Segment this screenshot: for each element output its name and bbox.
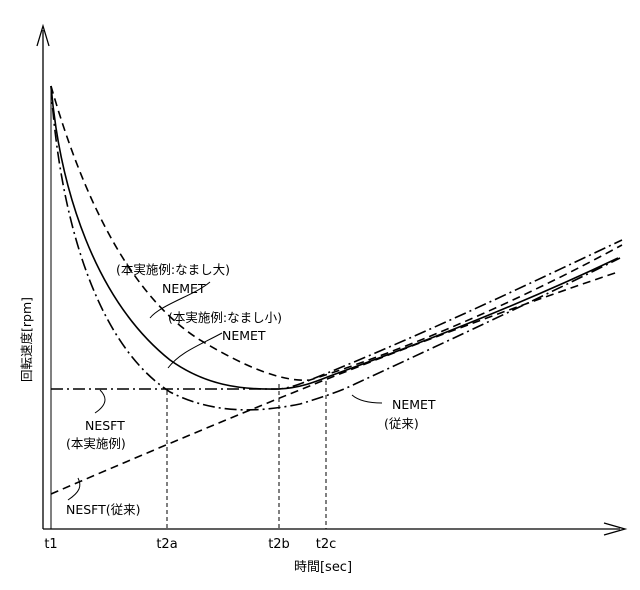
label-nesft-embodiment-line1: NESFT (85, 418, 125, 433)
label-nesft-embodiment-line2: (本実施例) (66, 436, 126, 451)
series-nemet-large (50, 85, 623, 381)
label-large-line1: (本実施例:なまし大) (116, 262, 230, 277)
series-nesft-embodiment (51, 239, 623, 390)
x-tick-label: t2a (156, 537, 177, 552)
marker-lines (50, 86, 327, 529)
series-nesft-conventional (50, 271, 619, 495)
x-axis-arrow (603, 522, 628, 536)
series-nemet-small (50, 85, 619, 390)
label-large-line2: NEMET (162, 281, 206, 296)
label-nesft-conventional: NESFT(従来) (66, 502, 141, 517)
x-tick-label: t1 (44, 537, 57, 552)
label-small-line1: (本実施例:なまし小) (168, 310, 282, 325)
leader-nesft-embodiment (94, 389, 106, 414)
x-tick-label: t2c (316, 537, 337, 552)
label-conventional-line1: NEMET (392, 397, 436, 412)
leader-conventional (351, 394, 383, 404)
leader-lines (67, 281, 383, 501)
series-nemet-conventional (50, 85, 621, 411)
axes (36, 23, 628, 536)
x-tick-label: t2b (268, 537, 290, 552)
series (50, 85, 623, 495)
y-axis-arrow (36, 23, 50, 47)
leader-small (167, 332, 223, 369)
label-conventional-line2: (従来) (384, 416, 419, 431)
y-axis-label: 回転速度[rpm] (19, 297, 34, 382)
x-axis-label: 時間[sec] (294, 560, 352, 575)
leader-nesft-conventional (67, 477, 81, 501)
label-small-line2: NEMET (222, 328, 266, 343)
leader-large (149, 281, 211, 319)
